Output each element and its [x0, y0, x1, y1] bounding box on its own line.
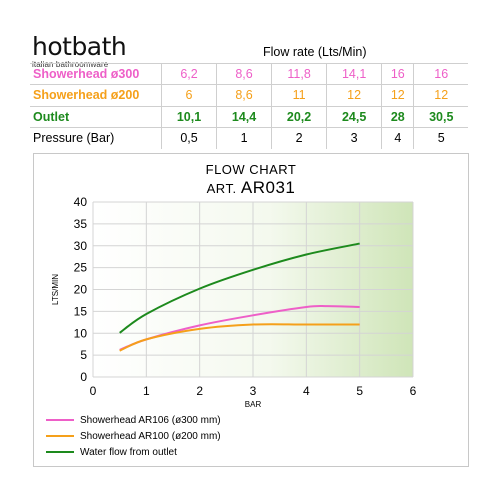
subtitle-code: AR031 — [240, 178, 296, 197]
legend-swatch — [46, 435, 74, 437]
row-label: Pressure (Bar) — [30, 127, 162, 149]
table-cell: 16 — [413, 62, 468, 85]
brand-name: hotbath — [32, 32, 127, 61]
table-cell: 12 — [381, 84, 415, 107]
legend-label: Water flow from outlet — [80, 446, 177, 458]
x-tick-label: 3 — [250, 384, 257, 398]
table-cell: 4 — [381, 127, 415, 149]
table-cell: 14,4 — [216, 105, 273, 128]
flow-rate-table: Flow rate (Lts/Min) Showerhead ø300 6,2 … — [30, 42, 468, 149]
legend-item: Showerhead AR106 (ø300 mm) — [46, 412, 221, 428]
table-corner — [30, 42, 162, 63]
chart-plot: 0 5 10 15 20 25 30 35 40 0 1 2 3 4 5 6 BAR LTS/MIN — [51, 195, 417, 409]
table-cell: 16 — [381, 62, 415, 85]
table-cell: 11 — [271, 84, 328, 107]
y-tick-label: 40 — [74, 195, 88, 209]
y-tick-label: 5 — [80, 348, 87, 362]
table-cell: 11,8 — [271, 62, 328, 85]
y-tick-label: 30 — [74, 239, 88, 253]
row-label: Outlet — [30, 105, 162, 128]
table-header: Flow rate (Lts/Min) — [161, 42, 468, 64]
subtitle-prefix: ART. — [206, 181, 237, 196]
x-tick-label: 4 — [303, 384, 310, 398]
series-line-2 — [119, 323, 360, 352]
chart-subtitle: ART. AR031 — [34, 178, 468, 198]
table-cell: 12 — [413, 84, 468, 107]
y-axis-label: LTS/MIN — [51, 274, 60, 305]
chart-legend: Showerhead AR106 (ø300 mm) Showerhead AR1… — [46, 412, 221, 460]
table-cell: 10,1 — [160, 105, 218, 128]
table-cell: 6,2 — [160, 62, 218, 85]
x-tick-label: 5 — [356, 384, 363, 398]
y-tick-label: 10 — [74, 326, 88, 340]
table-cell: 5 — [413, 127, 468, 149]
table-row-showerhead-200: Showerhead ø200 6 8,6 11 12 12 12 — [30, 84, 468, 107]
row-label: Showerhead ø200 — [30, 84, 162, 107]
legend-item: Showerhead AR100 (ø200 mm) — [46, 428, 221, 444]
table-cell: 2 — [271, 127, 328, 149]
legend-item: Water flow from outlet — [46, 444, 221, 460]
x-tick-label: 2 — [196, 384, 203, 398]
series-line-3 — [119, 242, 360, 334]
flow-chart: FLOW CHART ART. AR031 0 5 10 15 20 25 30 35 40 0 1… — [33, 153, 469, 467]
y-tick-label: 35 — [74, 217, 88, 231]
table-cell: 24,5 — [326, 105, 383, 128]
legend-label: Showerhead AR106 (ø300 mm) — [80, 414, 221, 426]
table-cell: 8,6 — [216, 84, 273, 107]
x-tick-label: 1 — [143, 384, 150, 398]
table-row-outlet: Outlet 10,1 14,4 20,2 24,5 28 30,5 — [30, 105, 468, 128]
table-cell: 30,5 — [413, 105, 468, 128]
table-header-row: Flow rate (Lts/Min) — [30, 42, 468, 64]
y-tick-label: 15 — [74, 304, 88, 318]
table-cell: 1 — [216, 127, 273, 149]
table-cell: 6 — [160, 84, 218, 107]
chart-title: FLOW CHART — [205, 162, 297, 177]
y-tick-label: 20 — [74, 283, 88, 297]
y-tick-label: 25 — [74, 261, 88, 275]
legend-swatch — [46, 419, 74, 421]
table-row-showerhead-300: Showerhead ø300 6,2 8,6 11,8 14,1 16 16 — [30, 62, 468, 85]
table-cell: 0,5 — [160, 127, 218, 149]
x-axis-label: BAR — [245, 400, 262, 409]
legend-label: Showerhead AR100 (ø200 mm) — [80, 430, 221, 442]
x-tick-label: 6 — [410, 384, 417, 398]
legend-swatch — [46, 451, 74, 453]
table-cell: 3 — [326, 127, 383, 149]
x-tick-label: 0 — [90, 384, 97, 398]
row-label: Showerhead ø300 — [30, 62, 162, 85]
table-cell: 14,1 — [326, 62, 383, 85]
y-tick-label: 0 — [80, 370, 87, 384]
table-row-pressure: Pressure (Bar) 0,5 1 2 3 4 5 — [30, 127, 468, 149]
table-cell: 8,6 — [216, 62, 273, 85]
table-cell: 28 — [381, 105, 415, 128]
table-cell: 20,2 — [271, 105, 328, 128]
table-cell: 12 — [326, 84, 383, 107]
